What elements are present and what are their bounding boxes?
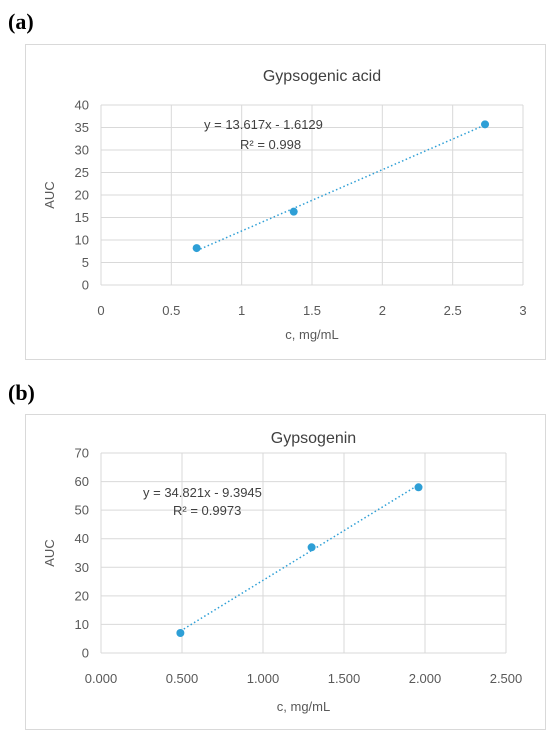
data-point	[414, 483, 423, 492]
y-tick-label: 10	[75, 233, 89, 248]
trendline-equation: y = 13.617x - 1.6129	[204, 117, 323, 132]
x-tick-label: 3	[519, 303, 526, 318]
trendline	[196, 124, 486, 252]
panel-label-b: (b)	[8, 380, 35, 405]
r-squared-label: R² = 0.9973	[173, 503, 241, 518]
x-tick-label: 2.500	[490, 671, 523, 686]
y-tick-label: 15	[75, 210, 89, 225]
y-tick-label: 40	[75, 98, 89, 113]
data-point	[289, 207, 298, 216]
x-tick-label: 2.000	[409, 671, 442, 686]
chart-svg-a: Gypsogenic acid 0 5 10 15 20 25 30 35 40 0 0.5 1 1.5 2…	[42, 68, 527, 342]
x-tick-label: 2	[379, 303, 386, 318]
y-tick-label: 35	[75, 120, 89, 135]
y-tick-label: 40	[75, 531, 89, 546]
x-tick-label: 2.5	[444, 303, 462, 318]
y-tick-label: 0	[82, 646, 89, 661]
y-tick-label: 0	[82, 278, 89, 293]
x-tick-label: 1.500	[328, 671, 361, 686]
y-tick-label: 20	[75, 588, 89, 603]
x-tick-label: 0.500	[166, 671, 199, 686]
x-tick-label: 1.000	[247, 671, 280, 686]
y-tick-label: 30	[75, 143, 89, 158]
y-tick-label: 50	[75, 503, 89, 518]
chart-title: Gypsogenic acid	[263, 68, 381, 85]
x-axis-label: c, mg/mL	[285, 327, 338, 342]
chart-title: Gypsogenin	[271, 430, 356, 447]
x-tick-label: 1.5	[303, 303, 321, 318]
y-tick-label: 25	[75, 165, 89, 180]
y-tick-label: 10	[75, 617, 89, 632]
chart-gypsogenin: Gypsogenin 0 10 20 30 40 50 60 70 0.000 0.500 1.000…	[25, 414, 546, 730]
x-tick-label: 1	[238, 303, 245, 318]
data-point	[481, 120, 490, 129]
data-point	[192, 244, 201, 253]
panel-label-a: (a)	[8, 9, 34, 34]
x-tick-label: 0	[97, 303, 104, 318]
y-tick-label: 5	[82, 255, 89, 270]
trendline-equation: y = 34.821x - 9.3945	[143, 485, 262, 500]
y-axis-label: AUC	[42, 539, 57, 566]
y-axis-label: AUC	[42, 181, 57, 208]
r-squared-label: R² = 0.998	[240, 137, 301, 152]
x-axis-label: c, mg/mL	[277, 699, 330, 714]
y-tick-label: 70	[75, 446, 89, 461]
data-point	[176, 629, 185, 637]
y-tick-label: 60	[75, 474, 89, 489]
chart-svg-b: Gypsogenin 0 10 20 30 40 50 60 70 0.000 0.500 1.000…	[42, 430, 523, 714]
data-point	[307, 543, 316, 552]
y-tick-label: 20	[75, 188, 89, 203]
trendline	[179, 484, 419, 632]
x-tick-label: 0.5	[162, 303, 180, 318]
y-tick-label: 30	[75, 560, 89, 575]
x-tick-label: 0.000	[85, 671, 118, 686]
chart-gypsogenic-acid: Gypsogenic acid 0 5 10 15 20 25 30 35 40 0 0.5 1 1.5 2…	[25, 44, 546, 360]
